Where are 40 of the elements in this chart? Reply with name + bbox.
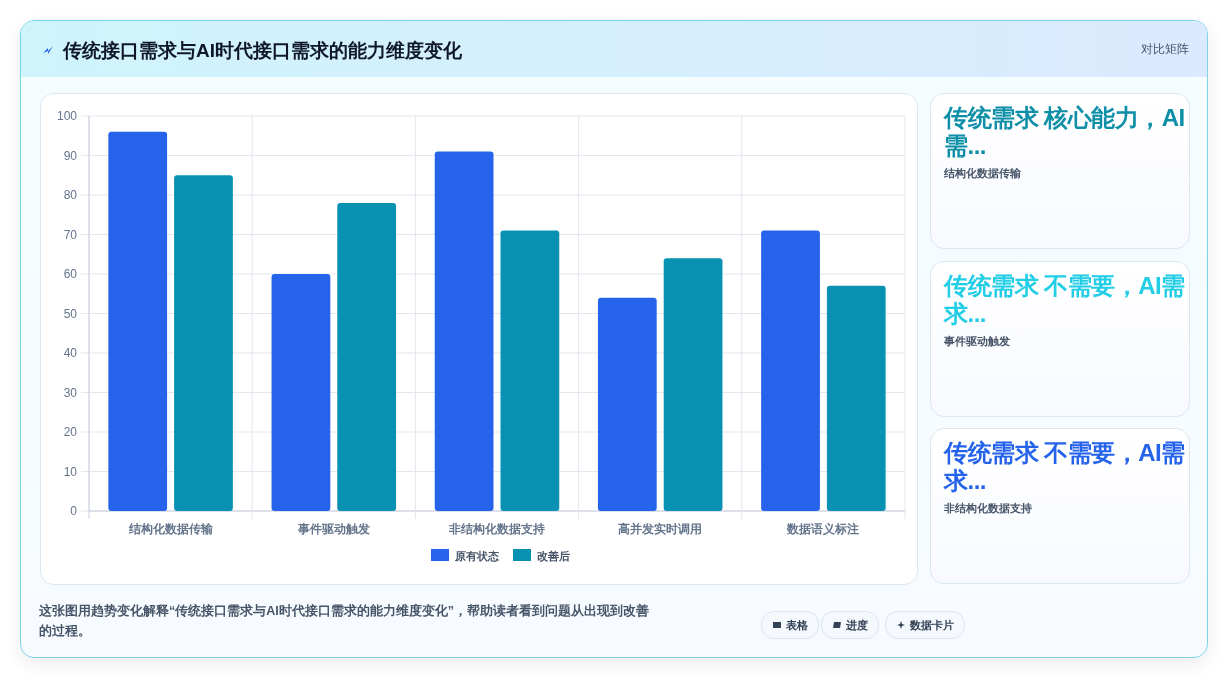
legend-label: 原有状态 — [454, 550, 500, 562]
bar — [337, 202, 397, 511]
bar — [761, 230, 820, 511]
y-tick-label: 30 — [63, 385, 78, 400]
bar — [108, 131, 168, 511]
bar — [663, 258, 723, 511]
bar — [826, 285, 886, 511]
text: 对比矩阵 — [1141, 41, 1189, 58]
x-tick-label: 结构化数据传输 — [127, 522, 214, 536]
y-tick-label: 10 — [63, 464, 78, 479]
y-tick-label: 80 — [63, 188, 78, 202]
text: 进度 — [846, 619, 868, 631]
x-tick-label: 事件驱动触发 — [296, 522, 370, 536]
text: 数据卡片 — [910, 619, 954, 631]
bar — [271, 274, 331, 511]
bar — [434, 151, 494, 511]
y-tick-label: 90 — [63, 148, 78, 163]
y-tick-label: 60 — [63, 267, 78, 281]
text: 传统需求 核心能力，AI需... — [944, 104, 1186, 160]
text: 非结构化数据支持 — [944, 501, 1032, 516]
legend-label: 改善后 — [537, 550, 570, 562]
text: 这张图用趋势变化解释“传统接口需求与AI时代接口需求的能力维度变化”，帮助读者看到问题从出现到改善的过程。 — [39, 602, 650, 640]
y-tick-label: 70 — [63, 227, 78, 242]
text: 传统需求 不需要，AI需求... — [944, 439, 1186, 495]
bar — [597, 297, 657, 511]
bar — [174, 175, 233, 511]
text: 表格 — [786, 619, 808, 631]
x-tick-label: 非结构化数据支持 — [448, 522, 545, 536]
x-tick-label: 高并发实时调用 — [618, 522, 703, 536]
y-tick-label: 50 — [63, 306, 78, 321]
y-tick-label: 100 — [56, 109, 78, 123]
x-tick-label: 数据语义标注 — [786, 522, 860, 536]
bar — [500, 230, 560, 511]
chart-title: 传统接口需求与AI时代接口需求的能力维度变化 — [63, 39, 462, 63]
y-tick-label: 0 — [70, 504, 78, 518]
text: 结构化数据传输 — [944, 166, 1021, 181]
text: 事件驱动触发 — [944, 333, 1010, 349]
y-tick-label: 40 — [63, 346, 78, 360]
y-tick-label: 20 — [63, 425, 78, 439]
text: 传统需求 不需要，AI需求... — [944, 271, 1186, 328]
